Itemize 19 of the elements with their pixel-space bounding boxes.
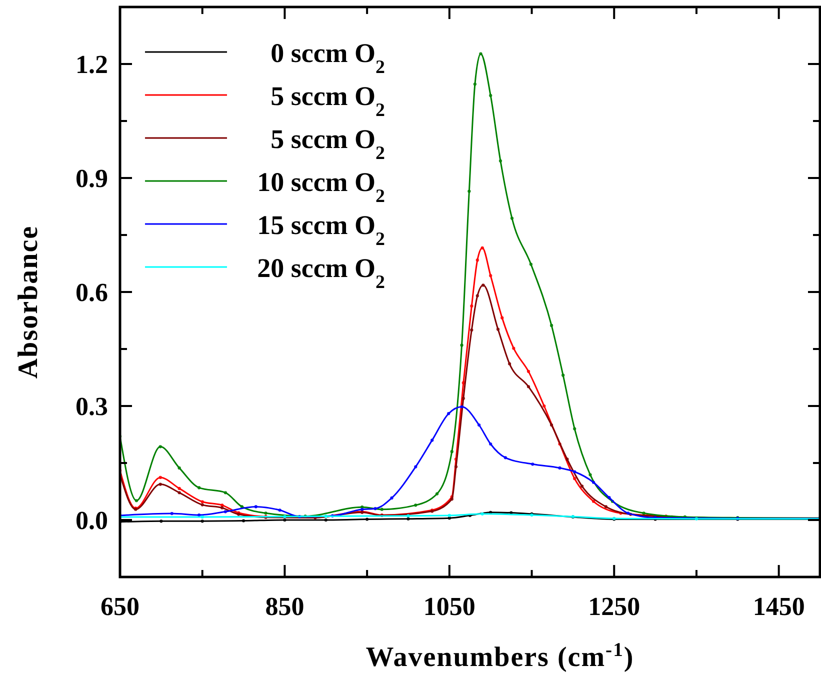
- x-tick-label: 1450: [752, 592, 805, 621]
- legend-label: 20 sccm O$_{2}$: [257, 253, 385, 292]
- legend-label: 5 sccm O$_{2}$: [270, 124, 385, 164]
- y-tick-label: 0.3: [76, 392, 108, 421]
- y-tick-label: 0.0: [76, 506, 108, 535]
- line-series: [120, 405, 820, 520]
- x-axis-title: Wavenumbers (cm$^{-1}$): [366, 640, 634, 673]
- y-tick-label: 1.2: [76, 50, 108, 79]
- y-tick-label: 0.9: [76, 164, 108, 193]
- y-axis-title: Absorbance: [13, 225, 44, 379]
- x-tick-label: 850: [265, 592, 304, 621]
- x-tick-label: 650: [100, 592, 140, 621]
- y-tick-label: 0.6: [76, 278, 108, 307]
- x-tick-label: 1250: [588, 592, 640, 621]
- x-tick-label: 1050: [423, 592, 476, 621]
- legend-label: 10 sccm O$_{2}$: [257, 167, 385, 206]
- legend-label: 15 sccm O$_{2}$: [257, 210, 385, 250]
- legend-label: 5 sccm O$_{2}$: [270, 81, 385, 120]
- legend-label: 0 sccm O$_{2}$: [270, 38, 385, 78]
